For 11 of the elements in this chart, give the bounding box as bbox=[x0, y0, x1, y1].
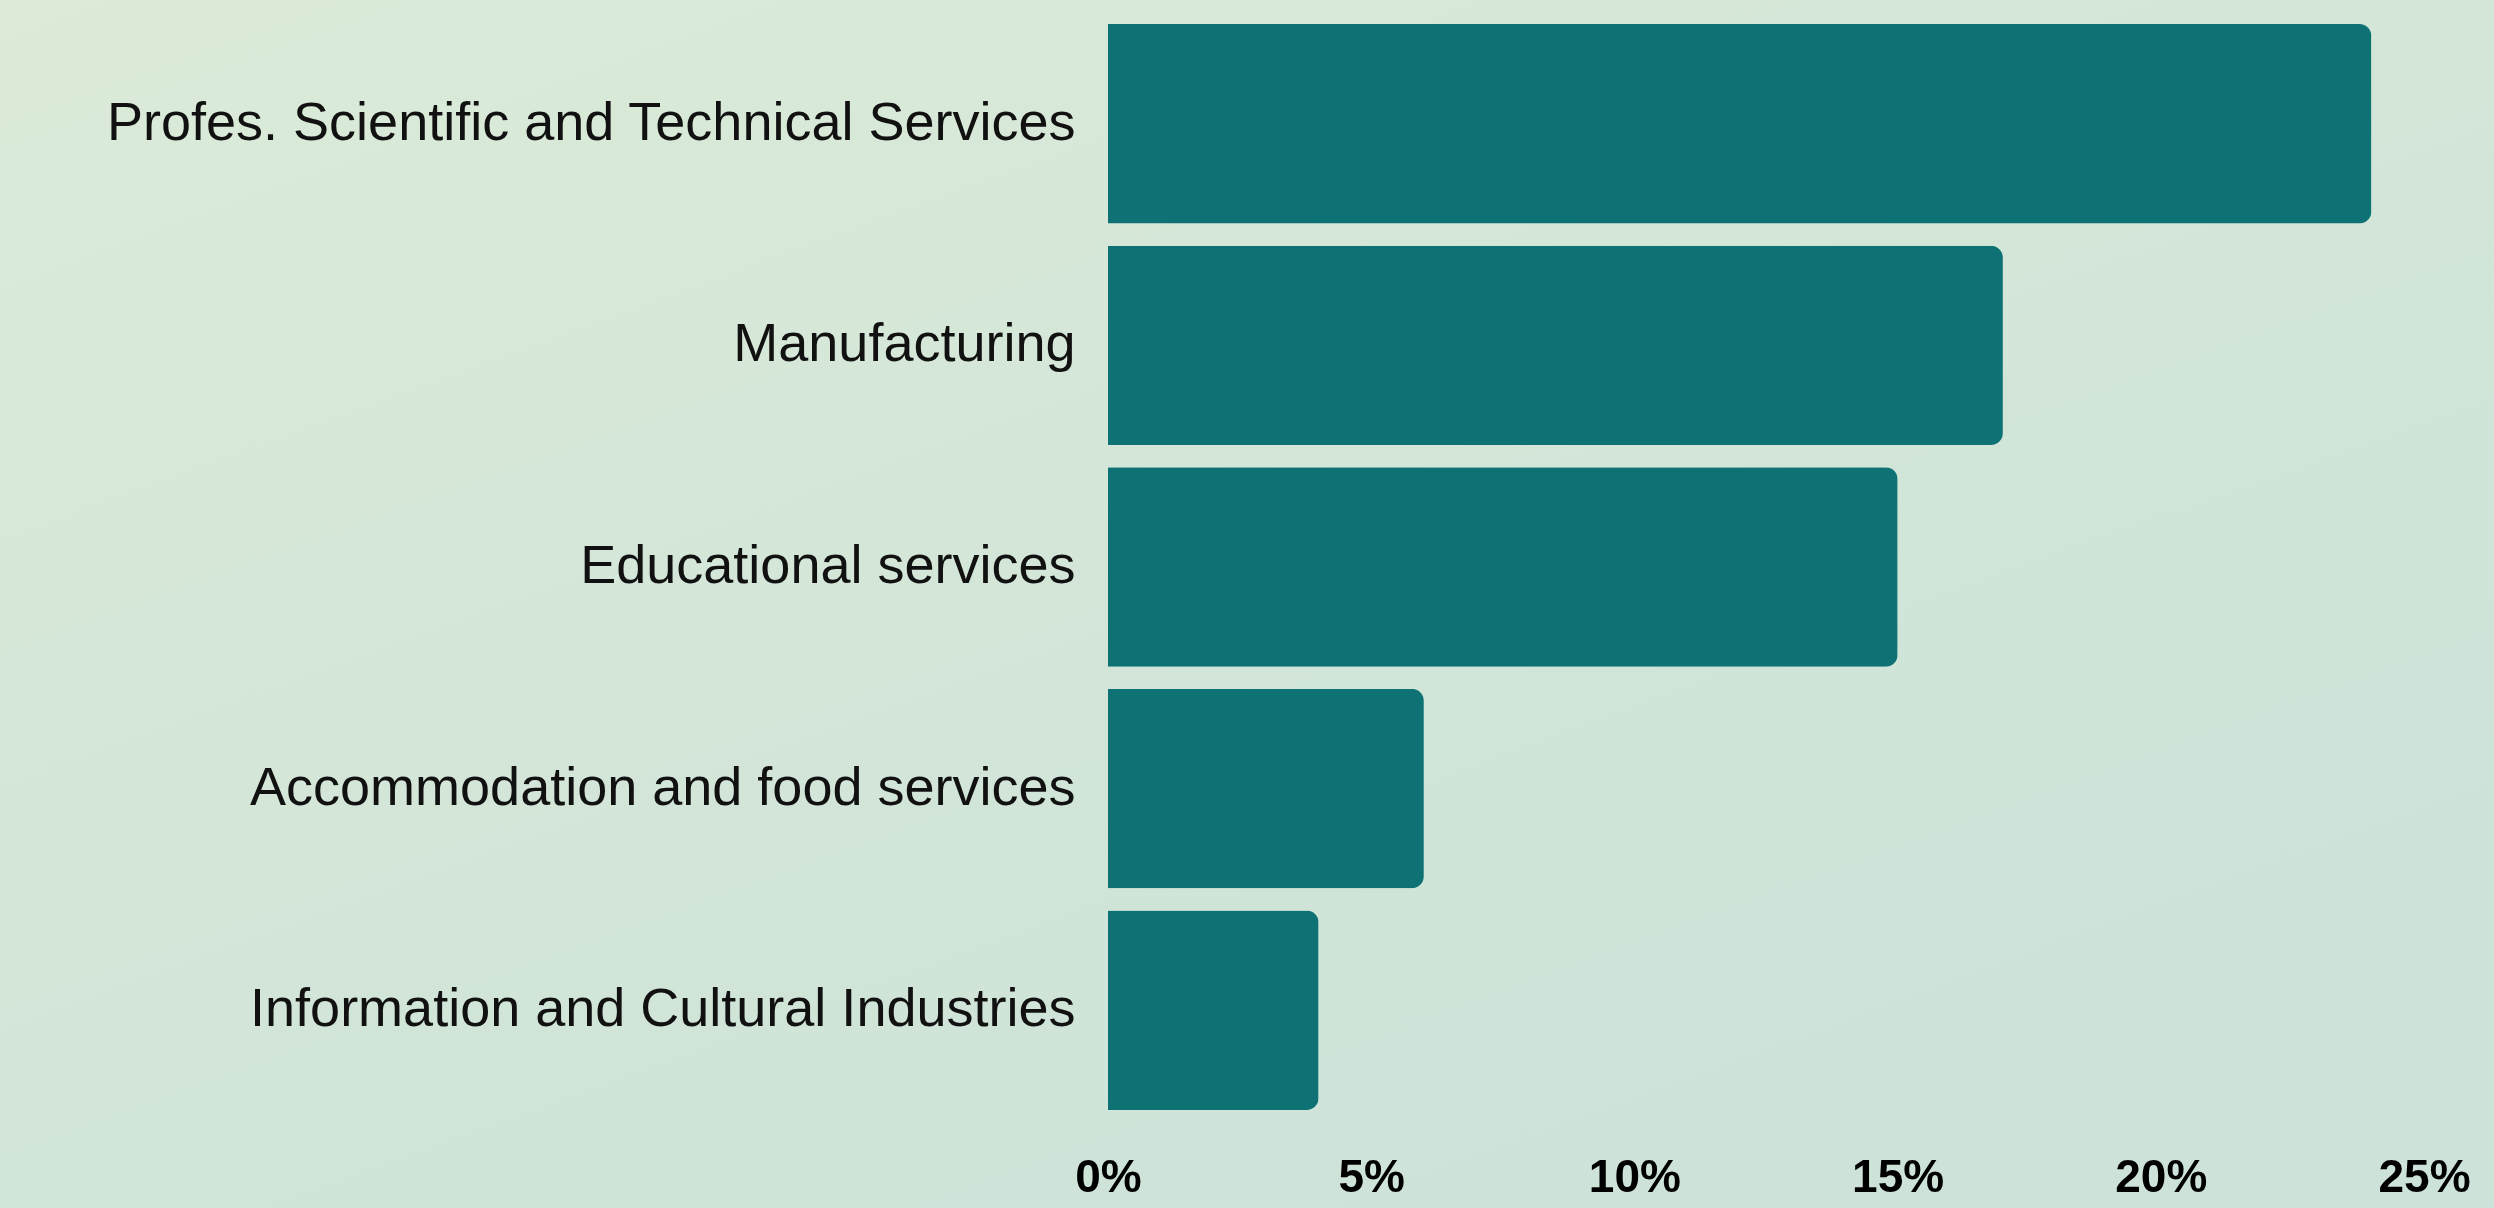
x-tick-label: 25% bbox=[2378, 1149, 2471, 1202]
x-tick-label: 20% bbox=[2115, 1149, 2208, 1202]
x-tick-label: 5% bbox=[1338, 1149, 1405, 1202]
y-tick-label: Manufacturing bbox=[733, 312, 1076, 373]
x-tick-label: 10% bbox=[1588, 1149, 1681, 1202]
y-tick-label: Educational services bbox=[580, 534, 1076, 594]
y-tick-label: Accommodation and food services bbox=[250, 755, 1076, 816]
x-tick-label: 15% bbox=[1852, 1149, 1945, 1202]
y-tick-label: Profes. Scientific and Technical Services bbox=[107, 90, 1076, 151]
x-tick-label: 0% bbox=[1075, 1149, 1142, 1202]
y-tick-label: Information and Cultural Industries bbox=[250, 977, 1076, 1038]
